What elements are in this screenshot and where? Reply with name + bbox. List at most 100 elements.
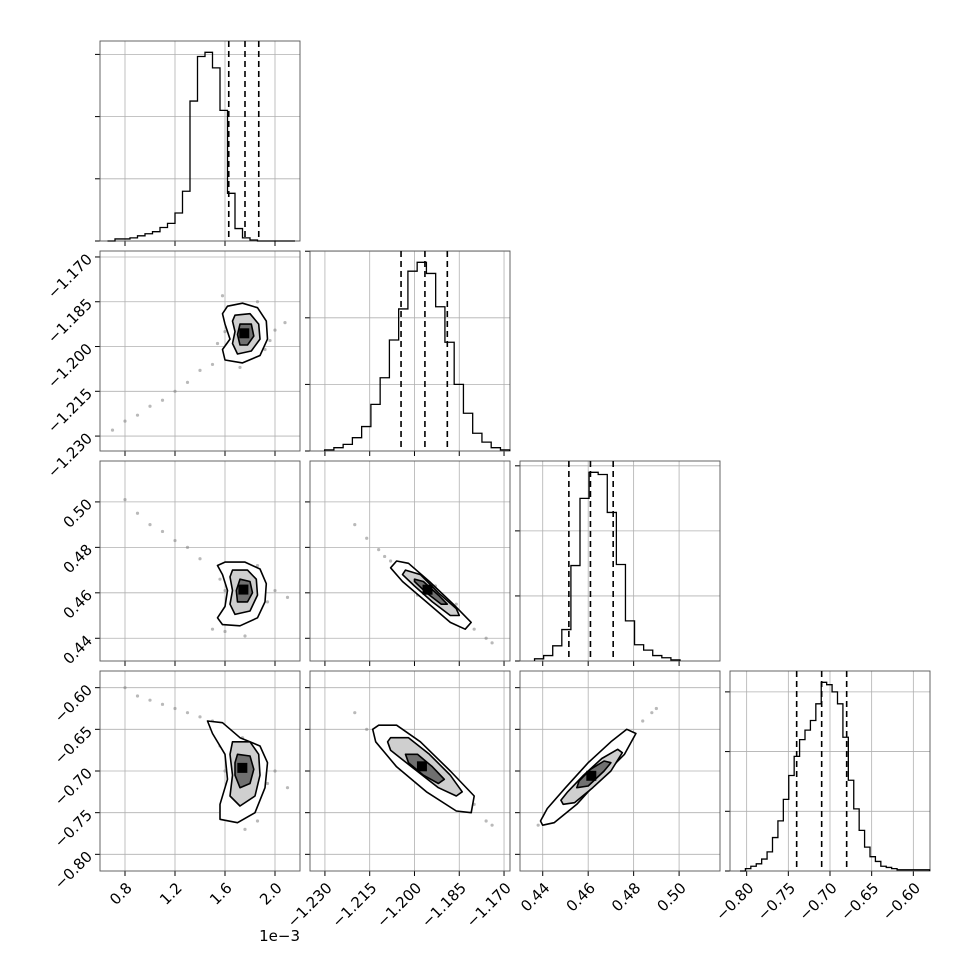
density-peak (416, 761, 427, 772)
panel-frame (99, 250, 301, 452)
scatter-point (383, 554, 387, 559)
x-tick-label: −0.65 (837, 879, 882, 924)
scatter-point (123, 686, 127, 690)
scatter-point (273, 588, 277, 593)
scatter-point (123, 419, 127, 423)
panel-content (353, 711, 494, 827)
panel-3-2 (515, 670, 721, 876)
y-tick-label: −1.170 (44, 250, 96, 302)
x-tick-label: 2.0 (256, 879, 286, 909)
x-tick-label: −0.70 (796, 879, 841, 924)
scatter-point (185, 545, 190, 549)
panel-1-1 (305, 250, 511, 456)
scatter-point (654, 706, 658, 711)
scatter-point (173, 538, 177, 543)
x-tick-label: 0.8 (106, 879, 136, 909)
scatter-point (223, 629, 227, 634)
scatter-point (135, 694, 140, 698)
panel-2-2 (515, 460, 721, 666)
x-tick-label: −1.200 (373, 879, 425, 931)
panel-content (536, 706, 658, 827)
scatter-point (484, 819, 488, 823)
scatter-point (490, 641, 494, 645)
scatter-point (160, 529, 165, 534)
scatter-point (353, 711, 357, 715)
x-tick-label: 1.2 (156, 879, 186, 909)
scatter-point (388, 559, 393, 563)
density-peak (586, 770, 597, 781)
scatter-point (185, 380, 190, 384)
x-tick-label: −1.230 (284, 879, 336, 931)
scatter-point (110, 428, 115, 432)
scatter-point (198, 368, 202, 373)
scatter-point (218, 577, 222, 581)
scatter-point (210, 627, 215, 631)
scatter-point (255, 563, 260, 568)
panel-content (110, 294, 287, 432)
scatter-point (454, 602, 458, 606)
panel-frame (99, 40, 301, 242)
scatter-point (243, 827, 247, 831)
y-tick-label: −0.65 (51, 723, 96, 768)
scatter-point (255, 300, 260, 304)
scatter-point (641, 719, 645, 723)
x-offset-label: 1e−3 (259, 927, 300, 945)
panel-3-1 (305, 670, 511, 876)
density-peak (422, 584, 433, 595)
scatter-point (243, 634, 247, 638)
panel-content (123, 686, 290, 831)
panel-content (353, 523, 494, 645)
scatter-point (210, 362, 215, 367)
density-peak (237, 762, 248, 773)
histogram-1 (323, 261, 511, 451)
scatter-point (173, 389, 177, 393)
scatter-point (268, 338, 272, 343)
scatter-point (265, 600, 270, 604)
scatter-point (148, 523, 152, 527)
scatter-point (160, 398, 165, 402)
y-tick-label: −0.75 (51, 806, 96, 851)
scatter-point (472, 627, 476, 631)
panel-3-3 (725, 670, 931, 876)
panel-0-0 (95, 40, 301, 246)
scatter-point (650, 711, 654, 715)
scatter-point (283, 321, 287, 325)
scatter-point (365, 727, 369, 731)
y-tick-label: −0.80 (51, 848, 96, 893)
x-tick-label: 0.46 (563, 879, 599, 915)
histogram-2 (533, 471, 681, 661)
scatter-point (220, 294, 225, 298)
scatter-point (123, 498, 127, 502)
y-tick-label: −1.215 (44, 385, 96, 437)
scatter-point (265, 781, 270, 786)
scatter-point (238, 365, 242, 370)
panel-frame (309, 460, 511, 662)
y-tick-label: −0.70 (51, 764, 96, 809)
scatter-point (365, 536, 369, 540)
x-tick-label: −0.75 (754, 879, 799, 924)
x-tick-label: 0.48 (608, 879, 644, 915)
x-tick-label: 1.6 (206, 879, 236, 909)
scatter-point (285, 786, 290, 790)
histogram-3 (740, 681, 931, 872)
scatter-point (148, 404, 152, 408)
x-tick-label: −0.60 (879, 879, 924, 924)
y-tick-label: −1.200 (44, 340, 96, 392)
scatter-point (185, 711, 190, 715)
scatter-point (377, 548, 381, 552)
panel-content (123, 498, 290, 638)
scatter-point (173, 706, 177, 711)
scatter-point (536, 823, 540, 827)
scatter-point (484, 636, 488, 640)
panel-frame (99, 460, 301, 662)
x-tick-label: −1.170 (463, 879, 515, 931)
scatter-point (223, 588, 227, 593)
y-tick-label: −1.230 (44, 429, 96, 481)
scatter-point (285, 595, 290, 599)
scatter-point (160, 702, 165, 706)
scatter-point (135, 413, 140, 417)
x-tick-label: −1.185 (418, 879, 470, 931)
panel-1-0 (95, 250, 301, 456)
scatter-point (135, 511, 140, 515)
